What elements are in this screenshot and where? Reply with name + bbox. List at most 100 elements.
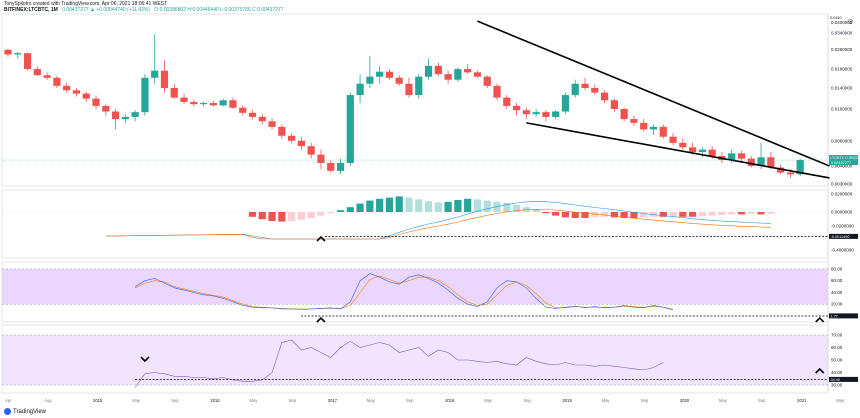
- macd-histogram-bar: [444, 201, 452, 212]
- candle-body: [327, 162, 335, 171]
- time-axis-label: Sep: [171, 398, 179, 403]
- price-tick-label: 0.0260000: [831, 47, 853, 52]
- time-axis-label: Sep: [758, 398, 766, 403]
- candle-body: [522, 110, 530, 115]
- macd-histogram-bar: [737, 212, 746, 215]
- ohlc-values: O:0.00386802 H:0.00446440 L:0.00375766 C…: [154, 7, 284, 13]
- rsi-pane-frame: [1, 324, 829, 394]
- macd-value-badge-text: -0.0011490: [831, 235, 850, 239]
- macd-histogram-bar: [640, 212, 648, 218]
- macd-histogram-bar: [297, 212, 305, 220]
- candle-body: [737, 153, 746, 159]
- candle-body: [747, 158, 755, 166]
- up-caret-marker: [815, 316, 825, 323]
- last-price-badge-text: 0.00437277: [831, 161, 851, 165]
- macd-histogram-bar: [600, 212, 609, 217]
- candle-body: [493, 85, 501, 98]
- candle-body: [728, 153, 736, 161]
- stoch-tick-label: 40.00: [831, 290, 843, 295]
- time-axis-label: May: [836, 398, 845, 403]
- candle-body: [297, 140, 305, 147]
- macd-pane-frame: [1, 189, 829, 259]
- macd-histogram-bar: [512, 204, 521, 212]
- symbol-price-badge-text: LTCBTC 0.00437277: [830, 156, 860, 160]
- candle-body: [444, 74, 452, 80]
- tradingview-watermark[interactable]: TradingView: [4, 408, 46, 415]
- candle-body: [92, 98, 100, 106]
- candle-body: [786, 172, 794, 175]
- price-scale-top-label: 0.0440: [830, 16, 842, 20]
- trendline-wedge-lower: [526, 122, 830, 179]
- tradingview-logo-icon: [4, 408, 11, 415]
- candle-body: [767, 157, 775, 168]
- stoch-tick-label: 60.00: [831, 278, 843, 283]
- macd-histogram-bar: [591, 212, 599, 218]
- candle-body: [131, 112, 139, 117]
- candle-body: [424, 65, 433, 77]
- price-tick-label: 0.0100000: [831, 106, 853, 111]
- macd-histogram-bar: [385, 197, 394, 212]
- down-caret-marker: [140, 356, 150, 363]
- candle-body: [552, 111, 560, 117]
- time-axis-label: Sep: [641, 398, 649, 403]
- macd-histogram-bar: [747, 212, 755, 214]
- symbol-name[interactable]: BITFINEX:LTCBTC, 1M: [4, 7, 58, 13]
- candle-body: [542, 112, 550, 117]
- candle-body: [532, 112, 540, 115]
- candle-body: [366, 76, 374, 84]
- stoch-tick-label: 20.00: [831, 302, 843, 307]
- macd-histogram-bar: [258, 212, 266, 220]
- macd-histogram-bar: [571, 212, 579, 218]
- symbol-line: BITFINEX:LTCBTC, 1M 0.00437277 ▲ +0.0004…: [4, 7, 287, 13]
- candle-body: [679, 142, 687, 148]
- stoch-band-fill: [2, 268, 828, 305]
- stoch-value-badge-text: 1.77: [831, 314, 838, 318]
- candle-body: [649, 126, 658, 130]
- macd-histogram-bar: [336, 210, 345, 212]
- candle-body: [111, 111, 120, 120]
- candle-body: [757, 157, 765, 166]
- time-axis-label: 2017: [328, 398, 338, 403]
- price-tick-label: 0.0140000: [831, 86, 853, 91]
- price-change: 0.00437277 ▲ +0.00044740 (+11.43%): [62, 7, 150, 13]
- macd-histogram-bar: [610, 212, 618, 218]
- macd-histogram-bar: [424, 201, 433, 212]
- macd-histogram-bar: [434, 202, 442, 212]
- candle-body: [395, 77, 403, 84]
- macd-histogram-bar: [552, 212, 560, 216]
- rsi-line: [134, 339, 664, 388]
- rsi-value-badge-text: 34.40: [831, 378, 841, 382]
- candle-body: [512, 105, 521, 111]
- macd-histogram-bar: [679, 212, 687, 217]
- candle-body: [288, 135, 296, 141]
- gear-icon[interactable]: ⚙: [847, 19, 854, 26]
- candle-body: [571, 83, 579, 96]
- candle-body: [620, 108, 628, 120]
- candle-body: [278, 126, 286, 136]
- candle-body: [640, 122, 648, 130]
- candle-body: [200, 103, 208, 105]
- time-axis-label: May: [719, 398, 728, 403]
- candle-body: [121, 116, 129, 120]
- candle-body: [483, 76, 491, 86]
- candle-body: [14, 53, 22, 55]
- macd-histogram-bar: [473, 199, 482, 212]
- macd-value-badge: [829, 233, 858, 239]
- time-axis-label: Sep: [523, 398, 531, 403]
- candle-body: [376, 71, 384, 77]
- candle-body: [464, 69, 472, 73]
- candle-body: [180, 97, 188, 102]
- candle-body: [72, 90, 81, 94]
- time-axis-label: May: [367, 398, 376, 403]
- candle-body: [160, 70, 169, 89]
- macd-histogram-bar: [669, 212, 677, 217]
- time-axis-label: Sep: [406, 398, 414, 403]
- macd-histogram-bar: [307, 212, 315, 218]
- stoch-value-badge: [829, 313, 858, 319]
- macd-histogram-bar: [689, 212, 697, 217]
- candle-body: [219, 100, 227, 106]
- candle-body: [268, 121, 276, 127]
- candle-body: [698, 149, 706, 153]
- time-axis: Apr Aug 2015 May Sep 2016 May Sep 2017 May Sep 2018…: [5, 398, 845, 403]
